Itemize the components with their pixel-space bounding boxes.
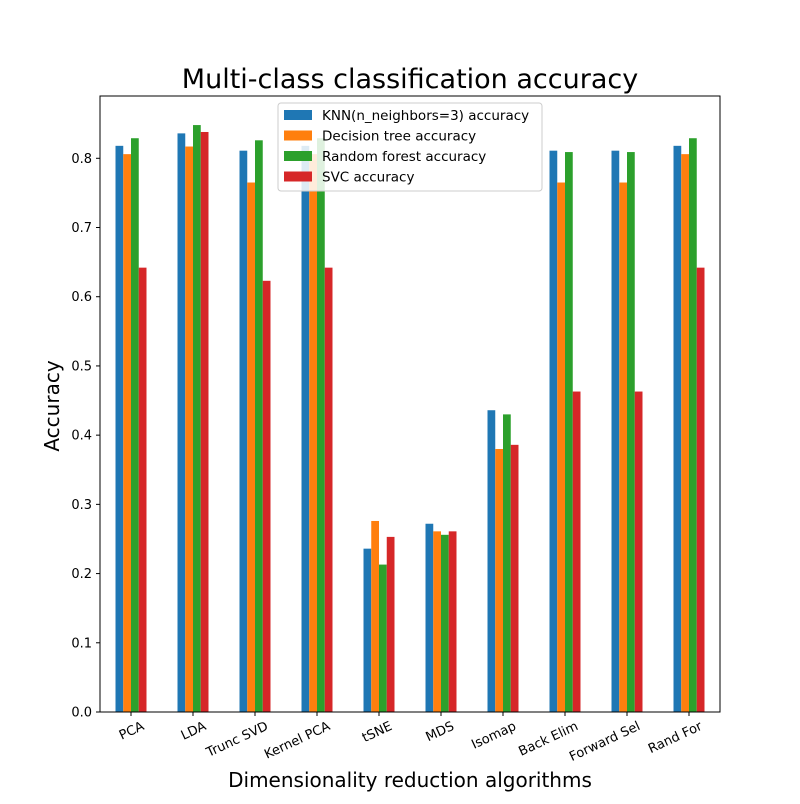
bar-knn-n-neighbors-3-accuracy-trunc-svd [239, 150, 248, 712]
bar-decision-tree-accuracy-trunc-svd [247, 182, 255, 712]
legend-label: SVC accuracy [322, 170, 414, 186]
bar-knn-n-neighbors-3-accuracy-rand-for [673, 145, 682, 712]
chart-title: Multi-class classification accuracy [182, 64, 638, 95]
bar-decision-tree-accuracy-tsne [371, 520, 379, 712]
bar-decision-tree-accuracy-isomap [495, 448, 503, 712]
y-tick-label: 0.1 [71, 636, 92, 651]
bar-svc-accuracy-rand-for [696, 267, 705, 712]
bar-knn-n-neighbors-3-accuracy-isomap [487, 410, 496, 712]
legend-swatch [284, 151, 312, 161]
bar-decision-tree-accuracy-kernel-pca [309, 154, 317, 712]
x-tick-label: PCA [117, 719, 147, 744]
x-tick-label: Rand For [646, 719, 705, 757]
y-tick-label: 0.5 [71, 359, 92, 374]
x-tick-label: Trunc SVD [203, 719, 270, 761]
x-tick-label: Kernel PCA [262, 719, 333, 763]
plot-frame [99, 95, 721, 713]
bar-knn-n-neighbors-3-accuracy-tsne [363, 548, 372, 712]
bar-random-forest-accuracy-kernel-pca [317, 138, 325, 713]
bar-knn-n-neighbors-3-accuracy-kernel-pca [301, 145, 310, 712]
y-tick-label: 0.3 [71, 498, 92, 513]
bar-svc-accuracy-pca [138, 267, 147, 712]
bar-decision-tree-accuracy-lda [185, 146, 193, 712]
legend-swatch [284, 171, 312, 182]
x-tick-label: tSNE [360, 719, 395, 746]
bar-random-forest-accuracy-trunc-svd [255, 140, 263, 713]
legend-frame [277, 102, 543, 192]
x-tick-label: Isomap [469, 719, 518, 753]
bar-random-forest-accuracy-mds [441, 534, 449, 712]
bar-svc-accuracy-lda [200, 131, 209, 713]
bar-knn-n-neighbors-3-accuracy-mds [425, 523, 434, 712]
y-axis-title: Accuracy [40, 360, 64, 451]
x-tick-label: Forward Sel [567, 719, 642, 765]
bar-svc-accuracy-forward-sel [634, 391, 643, 712]
bar-svc-accuracy-mds [448, 531, 457, 712]
y-tick-label: 0.6 [71, 290, 92, 305]
y-tick-label: 0.7 [71, 221, 92, 236]
x-tick-label: LDA [179, 719, 209, 744]
bar-knn-n-neighbors-3-accuracy-lda [177, 133, 186, 712]
bar-svc-accuracy-trunc-svd [262, 280, 271, 712]
bar-svc-accuracy-kernel-pca [324, 267, 333, 712]
legend-swatch [284, 130, 312, 141]
legend-label: KNN(n_neighbors=3) accuracy [322, 108, 529, 124]
bar-random-forest-accuracy-rand-for [689, 138, 697, 713]
bar-decision-tree-accuracy-mds [433, 531, 441, 712]
bar-svc-accuracy-tsne [386, 536, 395, 712]
bar-knn-n-neighbors-3-accuracy-forward-sel [611, 150, 620, 712]
bar-random-forest-accuracy-pca [131, 138, 139, 713]
bar-decision-tree-accuracy-back-elim [557, 182, 565, 712]
bar-decision-tree-accuracy-rand-for [681, 154, 689, 712]
x-axis-title: Dimensionality reduction algorithms [228, 768, 592, 792]
y-tick-label: 0.0 [71, 706, 92, 721]
bar-decision-tree-accuracy-forward-sel [619, 182, 627, 712]
bar-svc-accuracy-isomap [510, 444, 519, 712]
y-tick-label: 0.8 [71, 152, 92, 167]
legend-label: Random forest accuracy [322, 149, 486, 165]
legend-label: Decision tree accuracy [322, 129, 476, 145]
y-tick-label: 0.2 [71, 567, 92, 582]
bar-random-forest-accuracy-lda [193, 125, 201, 712]
y-tick-label: 0.4 [71, 429, 92, 444]
bar-svc-accuracy-back-elim [572, 391, 581, 712]
bar-random-forest-accuracy-isomap [503, 414, 511, 712]
x-tick-label: MDS [424, 719, 457, 745]
bar-knn-n-neighbors-3-accuracy-back-elim [549, 150, 558, 712]
bar-knn-n-neighbors-3-accuracy-pca [115, 145, 124, 712]
bar-random-forest-accuracy-back-elim [565, 152, 573, 712]
bar-random-forest-accuracy-tsne [379, 564, 387, 712]
bar-random-forest-accuracy-forward-sel [627, 152, 635, 712]
legend-swatch [284, 110, 312, 120]
bar-decision-tree-accuracy-pca [123, 154, 131, 712]
legend: KNN(n_neighbors=3) accuracy Decision tree… [277, 102, 543, 192]
